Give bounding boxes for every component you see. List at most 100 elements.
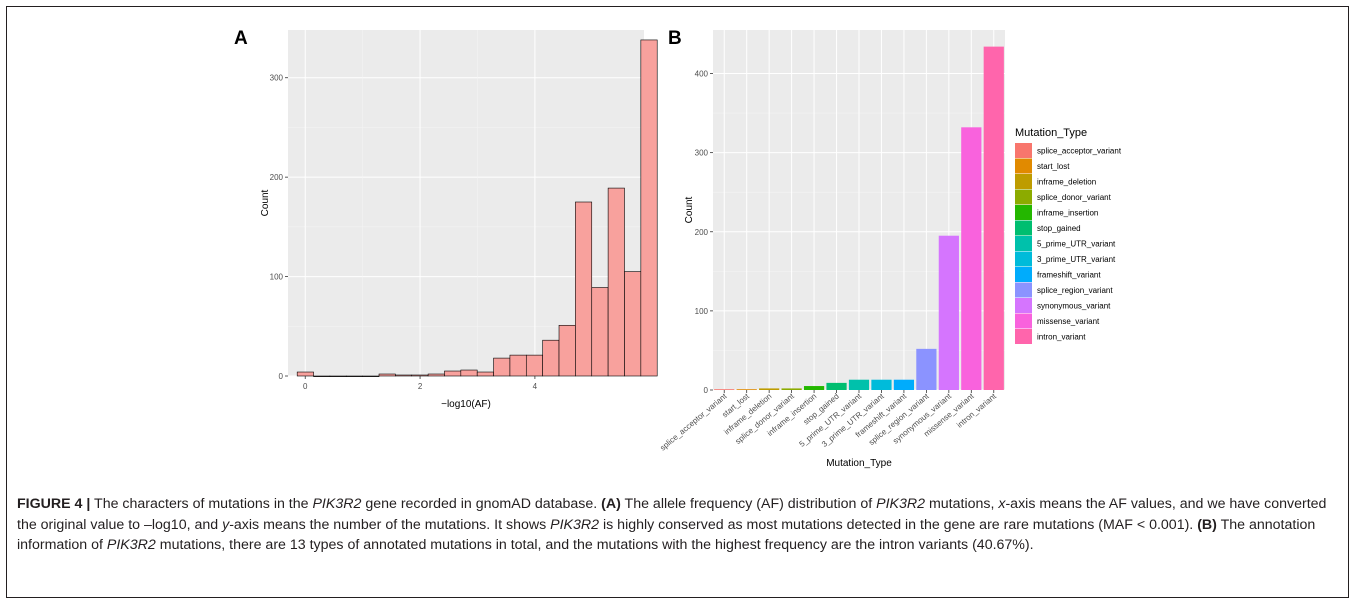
legend-swatch	[1015, 298, 1032, 313]
legend-swatch	[1015, 205, 1032, 220]
histogram-bar	[509, 354, 527, 377]
legend-label: synonymous_variant	[1037, 302, 1111, 311]
legend-label: splice_donor_variant	[1037, 193, 1112, 202]
caption-gene-name: PIK3R2	[312, 496, 362, 512]
histogram-bar	[345, 375, 363, 377]
y-tick-label: 200	[695, 228, 709, 237]
legend-label: splice_region_variant	[1037, 286, 1113, 295]
legend-label: splice_acceptor_variant	[1037, 147, 1122, 156]
histogram-bar	[378, 373, 396, 377]
histogram-bar	[476, 371, 494, 377]
x-axis-title-b: Mutation_Type	[826, 458, 892, 469]
histogram-bar	[624, 271, 642, 377]
mutation-type-bars	[714, 46, 1004, 391]
legend-label: frameshift_variant	[1037, 271, 1101, 280]
caption-figure-label: FIGURE 4 |	[17, 496, 91, 512]
legend-swatch	[1015, 282, 1032, 298]
y-tick-label: 200	[270, 173, 284, 182]
y-tick-label: 0	[279, 372, 284, 381]
bar-start-lost	[736, 389, 757, 391]
legend-swatch	[1015, 236, 1032, 251]
legend-label: stop_gained	[1037, 224, 1081, 233]
histogram-bar	[591, 287, 609, 377]
histogram-bar	[427, 373, 445, 377]
caption-panel-b-ref: (B)	[1197, 516, 1217, 533]
x-axis-title-a: −log10(AF)	[441, 399, 491, 410]
bar-stop-gained	[826, 382, 847, 390]
caption-text: The annotation information of	[17, 516, 1316, 554]
legend-label: 3_prime_UTR_variant	[1037, 255, 1116, 264]
y-axis-title-b: Count	[684, 196, 695, 223]
histogram-bar	[575, 201, 593, 377]
legend-swatch	[1015, 220, 1032, 236]
x-tick-label: intron_variant	[955, 391, 999, 430]
histogram-bar	[395, 374, 413, 377]
caption-gene-name: PIK3R2	[876, 496, 926, 512]
caption-text: mutations,	[925, 496, 999, 512]
histogram-bars	[296, 39, 658, 377]
bar-splice-donor-variant	[781, 388, 802, 390]
caption-text: -axis means the AF values, and we have c…	[17, 496, 1327, 533]
legend: Mutation_Type splice_acceptor_variantsta…	[1015, 127, 1122, 344]
y-tick-label: 300	[695, 149, 709, 158]
legend-swatch	[1015, 267, 1032, 282]
histogram-bar	[296, 371, 314, 377]
legend-label: 5_prime_UTR_variant	[1037, 240, 1116, 249]
histogram-bar	[525, 354, 543, 377]
bar-3-prime-UTR-variant	[871, 379, 892, 390]
legend-label: start_lost	[1037, 162, 1070, 171]
x-tick-label: 0	[303, 382, 308, 391]
caption-axis-var: y	[222, 516, 230, 533]
legend-label: inframe_insertion	[1037, 209, 1098, 218]
legend-label: inframe_deletion	[1037, 178, 1096, 187]
histogram-bar	[607, 187, 625, 377]
histogram-bar	[460, 369, 478, 377]
histogram-bar	[329, 375, 347, 377]
histogram-bar	[362, 375, 380, 377]
histogram-panel-a: 0 100 200 300 0 2 4 −log10(AF) Count	[260, 30, 658, 410]
y-tick-labels-b: 0 100 200 300 400	[695, 70, 713, 395]
y-tick-label: 400	[695, 70, 709, 79]
histogram-bar	[313, 375, 331, 377]
legend-swatch	[1015, 189, 1032, 205]
panel-a-label: A	[234, 28, 248, 49]
y-tick-labels-a: 0 100 200 300	[270, 74, 288, 381]
figure-caption: FIGURE 4 | The characters of mutations i…	[17, 494, 1342, 556]
legend-items: splice_acceptor_variant start_lostinframe…	[1015, 143, 1122, 344]
caption-text: -axis means the number of the mutations.…	[229, 516, 551, 533]
caption-axis-var: x	[998, 496, 1006, 512]
caption-text: The allele frequency (AF) distribution o…	[620, 496, 877, 512]
bar-intron-variant	[983, 46, 1004, 390]
bar-frameshift-variant	[893, 379, 915, 390]
legend-swatch	[1015, 174, 1032, 189]
caption-gene-name: PIK3R2	[550, 516, 600, 533]
legend-swatch	[1015, 158, 1032, 174]
bar-missense-variant	[961, 127, 982, 391]
bar-5-prime-UTR-variant	[848, 379, 870, 390]
legend-swatch	[1015, 313, 1032, 329]
x-tick-labels-b: splice_acceptor_variantstart_lostinframe…	[658, 390, 999, 453]
histogram-bar	[411, 374, 429, 377]
figure-frame	[6, 6, 1349, 598]
bar-splice-region-variant	[916, 348, 937, 390]
histogram-bar	[542, 339, 560, 377]
bar-chart-panel-b: 0 100 200 300 400 splice_acceptor_variantsta…	[658, 30, 1005, 469]
figure-charts: A B 0 100 200 300 0 2 4 −log10(AF) Count 0 100…	[234, 28, 1122, 469]
histogram-bar	[444, 370, 462, 377]
caption-text: is highly conserved as most mutations de…	[599, 516, 1198, 533]
caption-panel-a-ref: (A)	[601, 496, 621, 512]
histogram-bar	[640, 39, 658, 377]
bar-inframe-insertion	[803, 386, 825, 390]
caption-text: The characters of mutations in the	[90, 496, 313, 512]
bar-synonymous-variant	[938, 235, 959, 390]
x-tick-labels-a: 0 2 4	[303, 376, 538, 391]
bar-inframe-deletion	[759, 388, 780, 390]
x-tick-label: 2	[418, 382, 423, 391]
legend-label: missense_variant	[1037, 317, 1100, 326]
y-tick-label: 300	[270, 74, 284, 83]
legend-label: intron_variant	[1037, 333, 1086, 342]
y-tick-label: 100	[695, 307, 709, 316]
panel-b-label: B	[668, 28, 682, 49]
histogram-bar	[493, 357, 511, 377]
bar-splice-acceptor-variant	[714, 389, 735, 391]
